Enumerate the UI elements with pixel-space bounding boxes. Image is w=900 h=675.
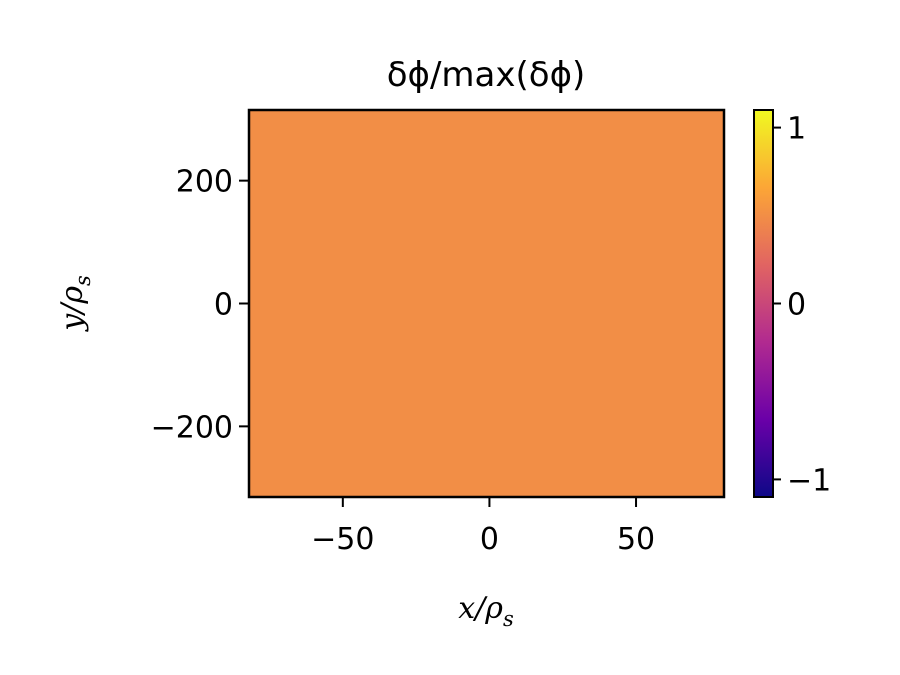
colorbar-tick-label: 1 [787,112,806,147]
y-tick-label: 0 [214,288,233,323]
y-axis-label: y/ρs [55,275,95,333]
colorbar [753,109,774,498]
colorbar-ticks: −1 0 1 [773,112,831,498]
x-tick-label: 0 [480,522,499,557]
y-axis-label-base: y/ρ [55,286,90,333]
x-axis-ticks: −50 0 50 [311,497,655,557]
colorbar-tick-label: −1 [787,463,831,498]
y-axis-label-sub: s [71,275,95,286]
x-axis-label-base: x/ρ [458,591,503,626]
colorbar-tick-label: 0 [787,288,806,323]
y-tick-label: 200 [176,165,233,200]
x-tick-label: −50 [311,522,374,557]
y-tick-label: −200 [151,410,233,445]
y-axis-ticks: −200 0 200 [151,165,249,445]
x-axis-label: x/ρs [458,591,514,631]
x-tick-label: 50 [617,522,655,557]
heatmap-field [249,110,724,497]
chart-title: δϕ/max(δϕ) [387,55,586,95]
x-axis-label-sub: s [503,607,514,631]
